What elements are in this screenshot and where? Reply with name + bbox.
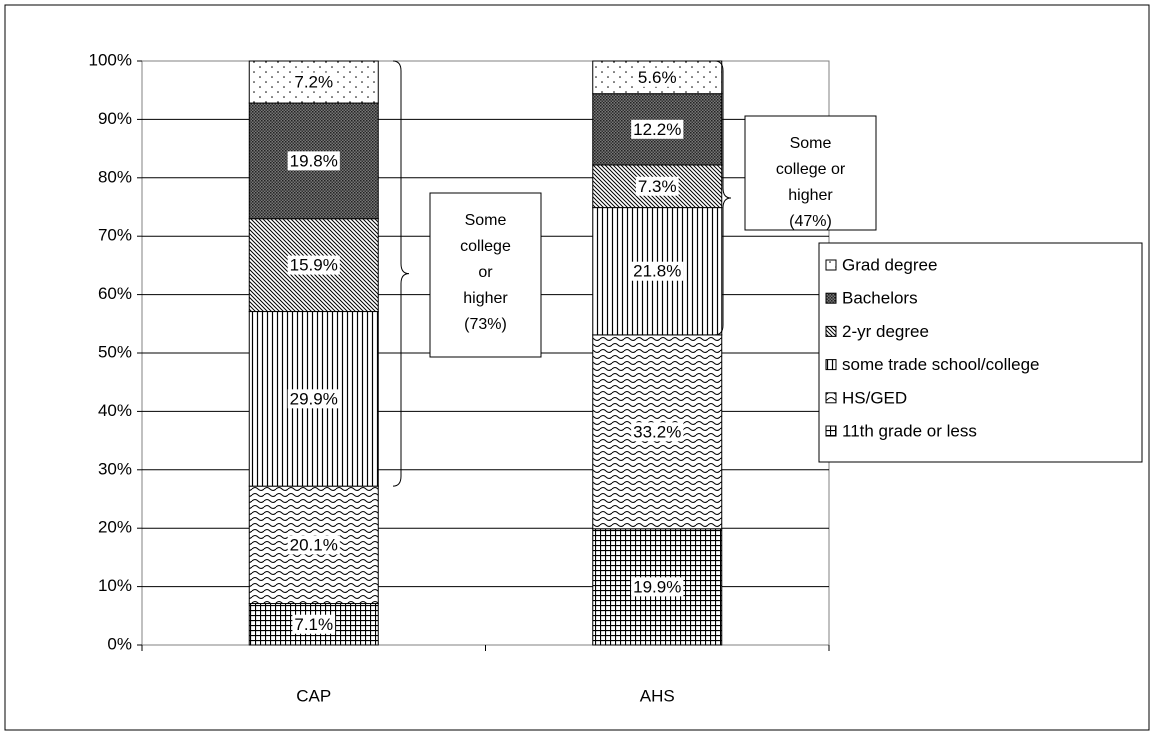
annotation-text: Some xyxy=(790,135,832,152)
legend-label: Grad degree xyxy=(842,255,937,274)
value-label-bg xyxy=(631,261,684,281)
value-label: 29.9% xyxy=(287,389,340,409)
value-label: 5.6% xyxy=(635,67,679,87)
annotation-box xyxy=(429,192,542,358)
value-label-text: 7.1% xyxy=(294,615,333,634)
frame xyxy=(4,4,1150,731)
legend-swatch xyxy=(825,325,837,337)
value-label-text: 7.2% xyxy=(294,73,333,92)
y-tick-label: 100% xyxy=(89,50,132,69)
legend-label: 2-yr degree xyxy=(842,322,929,341)
value-label: 7.1% xyxy=(292,614,336,634)
legend-swatch xyxy=(825,292,837,304)
x-tick-label: CAP xyxy=(296,686,331,705)
annotation-text: college or xyxy=(776,161,846,178)
y-tick-label: 30% xyxy=(98,459,132,478)
value-label-text: 19.8% xyxy=(290,151,338,170)
value-label-bg xyxy=(631,119,684,139)
value-label: 12.2% xyxy=(631,119,684,139)
value-label-text: 20.1% xyxy=(290,535,338,554)
legend-box xyxy=(818,242,1143,463)
legend-swatch xyxy=(825,425,837,437)
value-label-bg xyxy=(631,422,684,442)
value-label-bg xyxy=(292,72,336,92)
y-tick-label: 70% xyxy=(98,226,132,245)
brace xyxy=(392,60,410,487)
value-label-text: 19.9% xyxy=(633,577,681,596)
annotation-text: higher xyxy=(788,187,833,204)
value-label: 19.8% xyxy=(287,151,340,171)
legend-label: 11th grade or less xyxy=(842,421,977,440)
y-tick-label: 0% xyxy=(107,634,132,653)
y-tick-label: 90% xyxy=(98,109,132,128)
annotation: Some college or higher (73%) xyxy=(460,212,511,333)
value-label-text: 12.2% xyxy=(633,120,681,139)
annotation-text: higher xyxy=(463,290,508,307)
value-label: 33.2% xyxy=(631,422,684,442)
value-label-text: 29.9% xyxy=(290,389,338,408)
brace xyxy=(714,60,732,336)
annotation-text: (47%) xyxy=(789,213,832,230)
y-tick-label: 50% xyxy=(98,342,132,361)
annotation-text: Some xyxy=(465,212,507,229)
y-tick-label: 20% xyxy=(98,518,132,537)
value-label: 21.8% xyxy=(631,261,684,281)
value-label: 7.2% xyxy=(292,72,336,92)
value-label-text: 33.2% xyxy=(633,422,681,441)
value-label-bg xyxy=(287,389,340,409)
value-label-bg xyxy=(287,255,340,275)
annotation-text: college xyxy=(460,238,511,255)
value-label: 20.1% xyxy=(287,535,340,555)
value-label-text: 5.6% xyxy=(638,68,677,87)
value-label-text: 21.8% xyxy=(633,262,681,281)
value-label-bg xyxy=(635,67,679,87)
value-label-bg xyxy=(287,535,340,555)
value-label-bg xyxy=(287,151,340,171)
value-label: 7.3% xyxy=(635,176,679,196)
x-tick-label: AHS xyxy=(640,686,675,705)
annotation-text: or xyxy=(478,264,493,281)
legend-label: some trade school/college xyxy=(842,355,1040,374)
value-label: 19.9% xyxy=(631,577,684,597)
y-tick-label: 80% xyxy=(98,167,132,186)
annotation-box xyxy=(744,115,877,231)
legend-label: Bachelors xyxy=(842,289,918,308)
legend-swatch xyxy=(825,359,837,371)
value-label-bg xyxy=(635,176,679,196)
y-tick-label: 40% xyxy=(98,401,132,420)
value-label-text: 15.9% xyxy=(290,256,338,275)
legend-swatch xyxy=(825,259,837,271)
y-tick-label: 10% xyxy=(98,576,132,595)
legend-swatch xyxy=(825,392,837,404)
value-label: 15.9% xyxy=(287,255,340,275)
y-tick-label: 60% xyxy=(98,284,132,303)
value-label-text: 7.3% xyxy=(638,177,677,196)
annotation: Some college or higher (47%) xyxy=(776,135,846,230)
value-label-bg xyxy=(631,577,684,597)
annotation-text: (73%) xyxy=(464,316,507,333)
value-label-bg xyxy=(292,614,336,634)
legend-label: HS/GED xyxy=(842,388,907,407)
